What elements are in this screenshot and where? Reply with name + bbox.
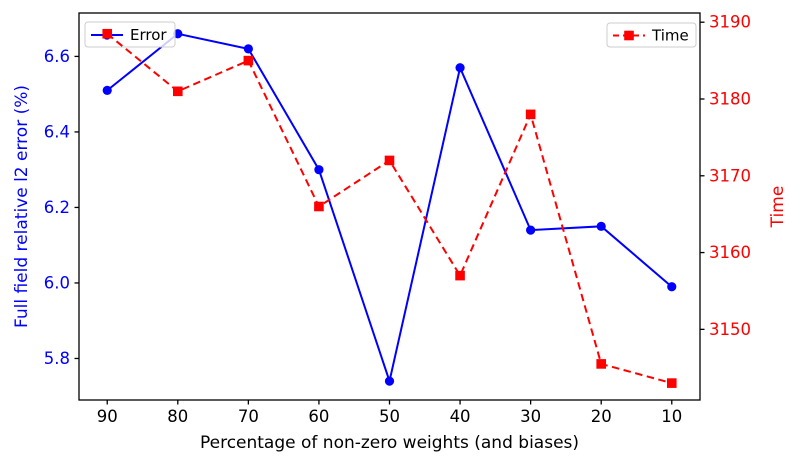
x-tick-label: 70	[238, 407, 259, 426]
y-right-tick-label: 3150	[709, 320, 751, 339]
x-tick-label: 80	[167, 407, 188, 426]
legend-time-label: Time	[651, 27, 689, 45]
x-tick-label: 10	[661, 407, 682, 426]
y-left-tick-label: 6.4	[44, 122, 70, 141]
time-marker	[102, 28, 113, 39]
time-marker	[314, 201, 324, 212]
plot-frame	[78, 12, 701, 401]
error-line	[106, 32, 673, 385]
time-marker	[384, 155, 395, 166]
y-left-tick-label: 6.0	[44, 273, 70, 292]
x-tick-label: 40	[450, 407, 471, 426]
time-marker	[172, 86, 183, 97]
x-axis-label: Percentage of non-zero weights (and bias…	[200, 433, 579, 453]
legend-time-box	[606, 22, 697, 48]
error-marker	[455, 63, 465, 73]
error-marker	[526, 225, 536, 235]
y-left-tick-label: 5.8	[44, 349, 70, 368]
error-marker	[314, 165, 324, 175]
time-marker	[666, 378, 677, 388]
error-marker	[384, 376, 395, 386]
y-right-axis-label: Time	[768, 186, 788, 229]
error-marker	[243, 44, 253, 54]
error-marker	[596, 221, 606, 231]
legend-time-marker	[624, 30, 634, 41]
y-left-tick-label: 6.6	[44, 47, 70, 66]
y-left-axis-label: Full field relative l2 error (%)	[12, 85, 32, 328]
x-tick-label: 50	[379, 407, 400, 426]
legend-error-label: Error	[130, 26, 167, 44]
time-line	[106, 32, 673, 385]
y-right-tick-label: 3190	[709, 13, 751, 32]
time-marker	[596, 359, 607, 369]
x-tick-label: 60	[308, 407, 329, 426]
y-left-tick-label: 6.2	[44, 198, 70, 217]
legend-error-box	[84, 21, 176, 48]
error-marker	[102, 85, 112, 95]
x-tick-label: 30	[520, 407, 541, 426]
y-right-tick-label: 3170	[709, 166, 751, 185]
time-marker	[525, 109, 536, 120]
x-tick-label: 20	[591, 407, 612, 426]
time-marker	[243, 55, 254, 66]
y-right-tick-label: 3160	[709, 243, 751, 262]
time-marker	[455, 270, 465, 281]
x-tick-label: 90	[97, 407, 118, 426]
y-right-tick-label: 3180	[709, 90, 751, 109]
error-marker	[667, 282, 677, 292]
